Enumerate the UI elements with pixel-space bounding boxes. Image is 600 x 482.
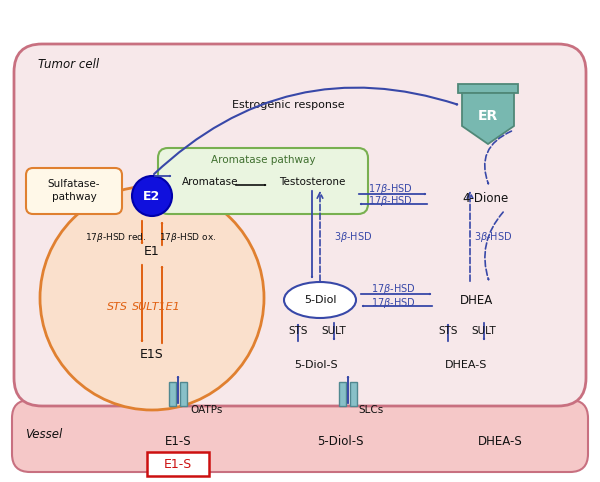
Text: Testosterone: Testosterone bbox=[279, 177, 345, 187]
FancyBboxPatch shape bbox=[12, 400, 588, 472]
Text: SULT: SULT bbox=[322, 326, 346, 336]
FancyBboxPatch shape bbox=[147, 452, 209, 476]
Text: DHEA: DHEA bbox=[460, 294, 493, 307]
Ellipse shape bbox=[284, 282, 356, 318]
Text: E2: E2 bbox=[143, 189, 161, 202]
Text: E1-S: E1-S bbox=[164, 457, 192, 470]
Text: Sulfatase-: Sulfatase- bbox=[48, 179, 100, 189]
FancyArrowPatch shape bbox=[485, 131, 511, 184]
FancyBboxPatch shape bbox=[26, 168, 122, 214]
Text: 3$\beta$-HSD: 3$\beta$-HSD bbox=[474, 230, 512, 244]
Polygon shape bbox=[462, 93, 514, 144]
Bar bbox=[458, 84, 518, 93]
Text: 3$\beta$-HSD: 3$\beta$-HSD bbox=[334, 230, 373, 244]
Text: SULT1E1: SULT1E1 bbox=[132, 302, 181, 312]
Text: E1: E1 bbox=[144, 245, 160, 258]
Text: Vessel: Vessel bbox=[25, 428, 62, 441]
Circle shape bbox=[40, 186, 264, 410]
Text: 17$\beta$-HSD ox.: 17$\beta$-HSD ox. bbox=[159, 231, 217, 244]
Text: SLCs: SLCs bbox=[358, 405, 383, 415]
Text: 5-Diol: 5-Diol bbox=[304, 295, 336, 305]
Text: 4-Dione: 4-Dione bbox=[462, 191, 508, 204]
Text: 17$\beta$-HSD red.: 17$\beta$-HSD red. bbox=[85, 231, 147, 244]
Text: 17$\beta$-HSD: 17$\beta$-HSD bbox=[368, 182, 412, 196]
Text: DHEA-S: DHEA-S bbox=[445, 360, 487, 370]
Text: E1-S: E1-S bbox=[164, 435, 191, 448]
FancyArrowPatch shape bbox=[154, 88, 457, 174]
Text: OATPs: OATPs bbox=[190, 405, 223, 415]
FancyArrowPatch shape bbox=[485, 212, 503, 280]
Text: 5-Diol-S: 5-Diol-S bbox=[294, 360, 338, 370]
Text: 17$\beta$-HSD: 17$\beta$-HSD bbox=[368, 194, 412, 208]
Text: Tumor cell: Tumor cell bbox=[38, 58, 99, 71]
Text: STS: STS bbox=[438, 326, 458, 336]
Text: Aromatase pathway: Aromatase pathway bbox=[211, 155, 315, 165]
Text: Estrogenic response: Estrogenic response bbox=[232, 100, 344, 110]
Text: pathway: pathway bbox=[52, 192, 97, 202]
Text: ER: ER bbox=[478, 109, 498, 123]
Text: 17$\beta$-HSD: 17$\beta$-HSD bbox=[371, 282, 415, 296]
Text: STS: STS bbox=[107, 302, 128, 312]
Text: 17$\beta$-HSD: 17$\beta$-HSD bbox=[371, 296, 415, 310]
Text: DHEA-S: DHEA-S bbox=[478, 435, 523, 448]
Text: STS: STS bbox=[288, 326, 308, 336]
Text: Aromatase: Aromatase bbox=[182, 177, 238, 187]
FancyBboxPatch shape bbox=[158, 148, 368, 214]
Text: 5-Diol-S: 5-Diol-S bbox=[317, 435, 363, 448]
Bar bbox=[169, 382, 176, 406]
Circle shape bbox=[132, 176, 172, 216]
FancyBboxPatch shape bbox=[14, 44, 586, 406]
Text: SULT: SULT bbox=[472, 326, 496, 336]
FancyArrowPatch shape bbox=[361, 294, 430, 295]
Bar bbox=[350, 382, 357, 406]
Bar bbox=[339, 382, 346, 406]
Text: E1S: E1S bbox=[140, 348, 164, 361]
Bar bbox=[180, 382, 187, 406]
